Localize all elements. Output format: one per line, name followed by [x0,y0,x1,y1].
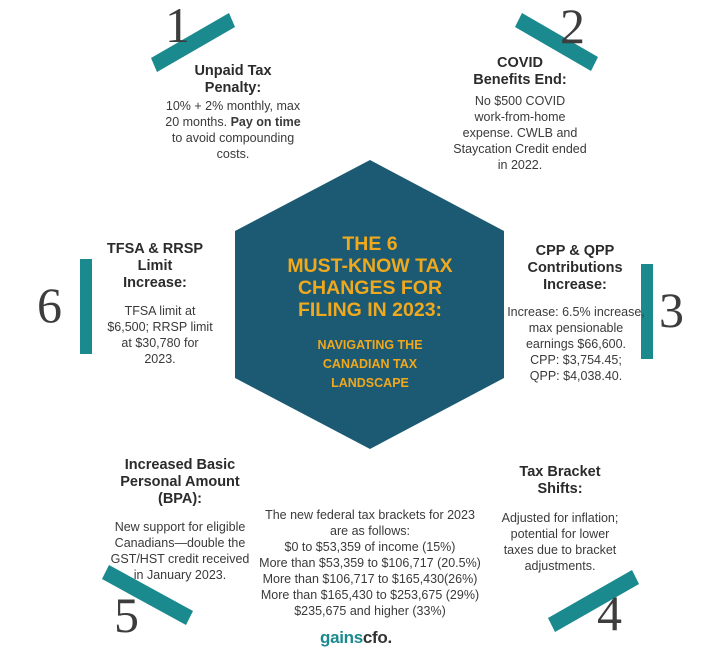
gainscfo-logo: gainscfo. [320,628,392,647]
accent-bar-2 [515,13,598,71]
item-number-1: 1 [165,0,190,53]
item-5-body: New support for eligible Canadians—doubl… [110,520,250,582]
item-2-title: COVID Benefits End: [473,55,567,88]
item-1-body: 10% + 2% monthly, max 20 months. Pay on … [165,99,301,161]
item-6-body: TFSA limit at $6,500; RRSP limit at $30,… [107,304,213,366]
accent-bar-3 [641,264,653,359]
item-5-title: Increased Basic Personal Amount (BPA): [120,457,240,507]
item-3-title: CPP & QPP Contributions Increase: [527,243,623,293]
item-6-title: TFSA & RRSP Limit Increase: [106,241,204,291]
accent-bar-4 [548,570,639,632]
item-2-body: No $500 COVID work-from-home expense. CW… [453,94,587,172]
center-subheading: NAVIGATING THE CANADIAN TAX LANDSCAPE [317,338,423,390]
item-4-title: Tax Bracket Shifts: [519,464,601,497]
item-number-5: 5 [114,587,139,643]
item-3-body: Increase: 6.5% increase, max pensionable… [507,305,645,383]
accent-bar-1 [151,13,235,72]
center-heading: THE 6 MUST-KNOW TAX CHANGES FOR FILING I… [287,233,453,321]
item-number-4: 4 [597,585,622,641]
accent-bar-6 [80,259,92,354]
item-1-title: Unpaid Tax Penalty: [194,63,272,96]
item-4-body: Adjusted for inflation; potential for lo… [501,511,619,573]
accent-bar-5 [102,565,193,625]
item-number-3: 3 [659,282,684,338]
item-number-2: 2 [560,0,585,54]
item-number-6: 6 [37,277,62,333]
tax-brackets-text: The new federal tax brackets for 2023 ar… [259,508,481,618]
